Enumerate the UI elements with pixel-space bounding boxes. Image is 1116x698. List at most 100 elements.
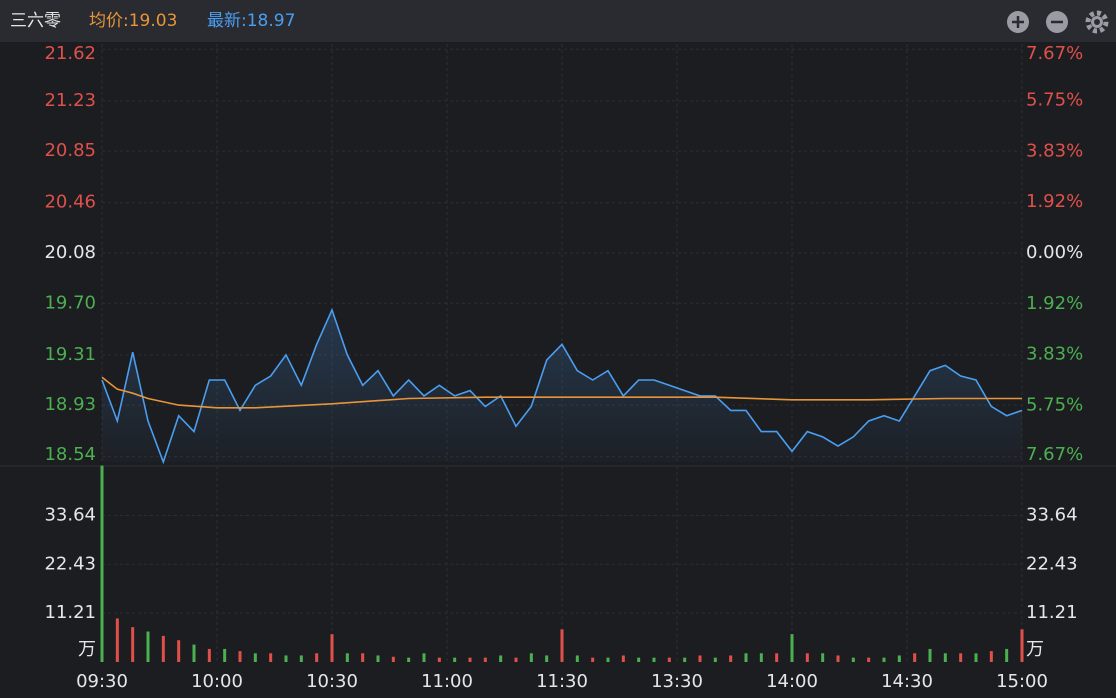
volume-bar [223, 648, 227, 662]
zoom-out[interactable] [1046, 11, 1068, 33]
y-tick-label: 21.23 [44, 90, 96, 111]
volume-bar [207, 648, 211, 662]
y2-tick-label: 3.83% [1026, 140, 1083, 161]
volume-bar [744, 653, 748, 662]
volume-bar [667, 657, 671, 662]
x-tick-label: 14:00 [766, 671, 818, 692]
avg-price: 均价:19.03 [89, 11, 177, 31]
volume-bar [974, 653, 978, 662]
y2-tick-label: 1.92% [1026, 293, 1083, 314]
volume-bar [959, 653, 963, 662]
volume-bar [805, 653, 809, 662]
volume-bar [499, 655, 503, 662]
volume-bar [698, 655, 702, 662]
volume-bar [192, 644, 196, 662]
volume-bar [100, 465, 104, 662]
volume-bar [391, 656, 395, 662]
volume-bar [821, 653, 825, 662]
price-area [102, 309, 1022, 462]
volume-bar [345, 653, 349, 662]
y2-tick-label: 7.67% [1026, 43, 1083, 64]
volume-bar [299, 655, 303, 662]
volume-bar [146, 631, 150, 662]
volume-bar [315, 653, 319, 662]
y2-tick-label: 33.64 [1026, 504, 1078, 525]
y-tick-label: 19.31 [44, 344, 96, 365]
volume-bar [575, 655, 579, 662]
volume-bar [591, 657, 595, 662]
volume-bar [637, 657, 641, 662]
volume-bar [1005, 648, 1009, 662]
y2-tick-label: 1.92% [1026, 191, 1083, 212]
x-tick-label: 10:30 [306, 671, 358, 692]
y2-tick-label: 5.75% [1026, 395, 1083, 416]
x-tick-label: 13:30 [651, 671, 703, 692]
volume-bar [330, 634, 334, 662]
volume-bar [177, 640, 181, 662]
volume-bar [529, 653, 533, 662]
x-tick-label: 15:00 [996, 671, 1048, 692]
y2-tick-label: 3.83% [1026, 344, 1083, 365]
volume-bar [253, 653, 257, 662]
y2-tick-label: 7.67% [1026, 444, 1083, 465]
volume-bar [729, 655, 733, 662]
avg-line [101, 376, 1022, 409]
volume-bar [606, 657, 610, 662]
volume-bar [115, 618, 119, 662]
volume-bar [238, 651, 242, 662]
volume-bar [1020, 629, 1024, 662]
volume-bar [284, 655, 288, 662]
y-tick-label: 11.21 [44, 602, 96, 623]
header-bar [0, 0, 1116, 42]
volume-bar [836, 655, 840, 662]
x-tick-label: 11:00 [421, 671, 473, 692]
y-tick-label: 22.43 [44, 553, 96, 574]
volume-bar [361, 653, 365, 662]
x-tick-label: 09:30 [76, 671, 128, 692]
volume-bar [713, 657, 717, 662]
volume-bar [790, 634, 794, 662]
volume-bar [422, 653, 426, 662]
volume-bar [759, 653, 763, 662]
volume-bar [407, 657, 411, 662]
settings[interactable] [1085, 10, 1109, 34]
y2-tick-label: 22.43 [1026, 553, 1078, 574]
x-tick-label: 11:30 [536, 671, 588, 692]
y-tick-label: 18.93 [44, 394, 96, 415]
y-tick-label: 21.62 [44, 43, 96, 64]
y2-tick-label: 5.75% [1026, 89, 1083, 110]
volume-bar [545, 655, 549, 662]
x-tick-label: 10:00 [191, 671, 243, 692]
zoom-in[interactable] [1007, 11, 1029, 33]
x-tick-label: 14:30 [881, 671, 933, 692]
volume-bar [468, 657, 472, 662]
volume-bar [514, 657, 518, 662]
y-tick-label: 20.08 [44, 242, 96, 263]
volume-bar [867, 657, 871, 662]
volume-unit: 万 [1026, 639, 1044, 660]
volume-bar [882, 657, 886, 662]
volume-bar [897, 655, 901, 662]
volume-bar [453, 657, 457, 662]
volume-bar [483, 657, 487, 662]
y-tick-label: 20.85 [44, 140, 96, 161]
volume-bar [775, 653, 779, 662]
volume-bar [269, 653, 273, 662]
volume-bar [560, 629, 564, 662]
volume-bar [437, 657, 441, 662]
latest-price: 最新:18.97 [207, 11, 295, 31]
volume-bar [376, 655, 380, 662]
price-line [101, 307, 1023, 465]
y-tick-label: 20.46 [44, 192, 96, 213]
volume-bar [131, 627, 135, 662]
y-tick-label: 33.64 [44, 504, 96, 525]
y2-tick-label: 11.21 [1026, 602, 1078, 623]
volume-bar [851, 657, 855, 662]
volume-unit: 万 [78, 639, 96, 660]
volume-bar [683, 657, 687, 662]
volume-bar [652, 657, 656, 662]
volume-bar [913, 653, 917, 662]
volume-bar [989, 651, 993, 662]
y2-tick-label: 0.00% [1026, 242, 1083, 263]
